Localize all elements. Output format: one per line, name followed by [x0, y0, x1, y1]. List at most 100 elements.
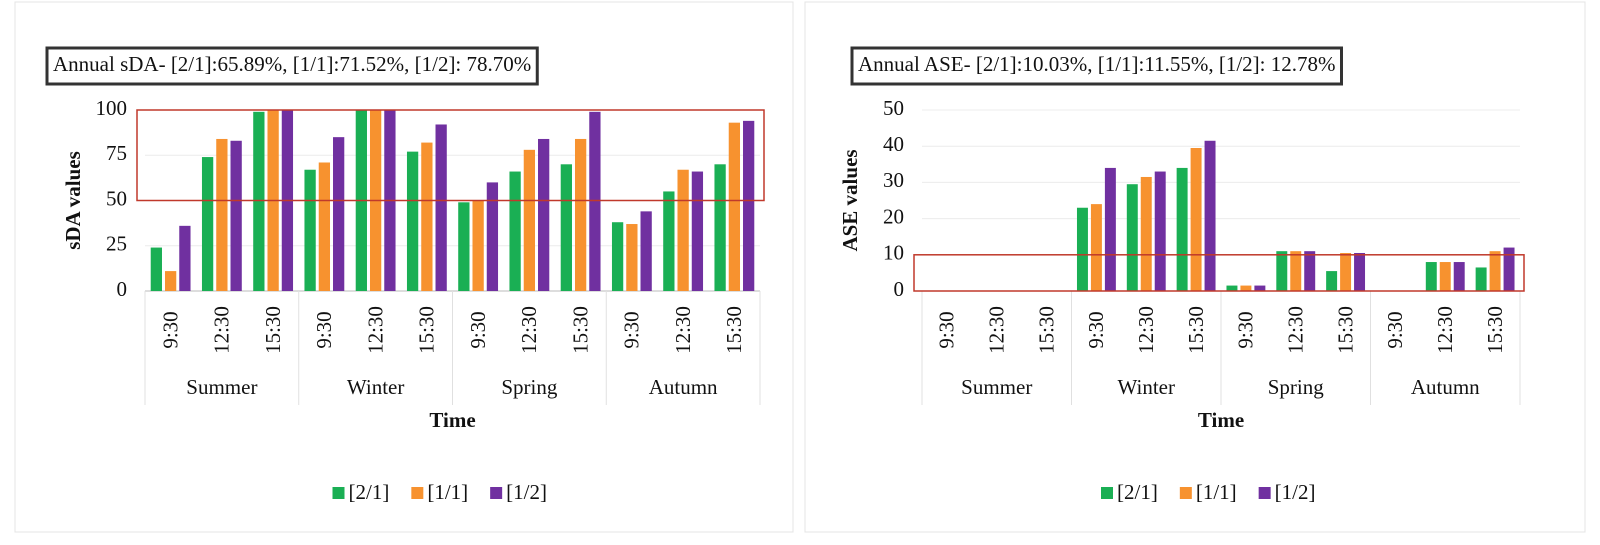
- y-tick-label: 50: [106, 186, 127, 210]
- title-box: [45, 46, 539, 86]
- x-tick-label: 9:30: [312, 311, 336, 348]
- bar: [1190, 148, 1202, 291]
- x-tick-label: 9:30: [1084, 311, 1108, 348]
- bar: [150, 247, 162, 291]
- bar: [1439, 262, 1451, 291]
- bar: [1290, 251, 1302, 291]
- y-tick-label: 0: [117, 277, 128, 301]
- bar: [1326, 271, 1338, 291]
- x-tick-label: 9:30: [1234, 311, 1258, 348]
- bar: [179, 225, 191, 291]
- bar: [1453, 262, 1465, 291]
- legend-label: [1/1]: [427, 480, 468, 504]
- bar: [1254, 285, 1266, 291]
- panel: [14, 1, 794, 533]
- bar: [472, 200, 484, 291]
- bar: [230, 140, 242, 291]
- bar: [253, 111, 265, 291]
- bar: [574, 138, 587, 291]
- legend-swatch: [332, 487, 345, 499]
- x-axis-label: Time: [429, 408, 475, 432]
- group-label: Winter: [1118, 375, 1175, 399]
- bar: [714, 164, 726, 291]
- bar: [1126, 184, 1138, 291]
- group-label: Autumn: [649, 375, 718, 399]
- bar: [663, 191, 675, 291]
- chart-title: Annual sDA- [2/1]:65.89%, [1/1]:71.52%, …: [53, 52, 531, 76]
- group-label: Winter: [347, 375, 404, 399]
- panel: [804, 1, 1586, 533]
- bar: [1176, 167, 1188, 291]
- x-tick-label: 12:30: [363, 306, 387, 354]
- bar: [1340, 252, 1352, 291]
- bar: [611, 222, 624, 291]
- x-axis-label: Time: [1198, 408, 1244, 432]
- x-tick-label: 12:30: [1284, 306, 1308, 354]
- y-tick-label: 0: [894, 277, 905, 301]
- group-label: Autumn: [1411, 375, 1480, 399]
- bar: [1154, 171, 1166, 291]
- group-label: Summer: [961, 375, 1032, 399]
- bar: [538, 138, 550, 291]
- bar: [486, 182, 499, 291]
- bar: [406, 151, 419, 291]
- bar: [626, 224, 638, 291]
- x-tick-label: 15:30: [1034, 306, 1058, 354]
- y-tick-label: 100: [96, 96, 128, 120]
- legend-label: [1/2]: [506, 480, 547, 504]
- y-axis-label: ASE values: [838, 149, 862, 251]
- bar: [589, 111, 601, 291]
- bar: [435, 124, 447, 291]
- x-tick-label: 12:30: [210, 306, 234, 354]
- bar: [560, 164, 572, 291]
- bar: [1090, 204, 1102, 291]
- y-tick-label: 50: [883, 96, 904, 120]
- bar: [1104, 167, 1116, 291]
- bar: [677, 169, 689, 291]
- y-axis-label: sDA values: [61, 151, 85, 250]
- bar: [318, 162, 331, 291]
- legend-label: [2/1]: [1117, 480, 1158, 504]
- bar: [1076, 207, 1088, 291]
- bar: [1475, 267, 1487, 291]
- bar: [216, 138, 228, 291]
- bar: [304, 169, 316, 291]
- group-label: Summer: [186, 375, 257, 399]
- legend-label: [1/1]: [1196, 480, 1237, 504]
- bar: [728, 122, 741, 291]
- bar: [1240, 285, 1252, 291]
- bar: [1204, 140, 1216, 291]
- x-tick-label: 9:30: [935, 311, 959, 348]
- x-tick-label: 15:30: [261, 306, 285, 354]
- x-tick-label: 12:30: [1433, 306, 1457, 354]
- bar: [1276, 251, 1288, 291]
- bar: [691, 171, 704, 291]
- legend-label: [1/2]: [1275, 480, 1316, 504]
- y-tick-label: 75: [106, 141, 127, 165]
- bar: [333, 137, 345, 291]
- x-tick-label: 15:30: [1184, 306, 1208, 354]
- group-label: Spring: [501, 375, 558, 399]
- bar: [1425, 262, 1437, 291]
- y-tick-label: 40: [883, 132, 904, 156]
- bar: [509, 171, 521, 291]
- x-tick-label: 15:30: [1333, 306, 1357, 354]
- x-tick-label: 12:30: [985, 306, 1009, 354]
- bar: [421, 142, 433, 291]
- bar: [1304, 251, 1316, 291]
- legend-swatch: [1258, 487, 1271, 499]
- x-tick-label: 15:30: [568, 306, 592, 354]
- bar: [743, 120, 755, 291]
- x-tick-label: 9:30: [466, 311, 490, 348]
- y-tick-label: 10: [883, 241, 904, 265]
- x-tick-label: 9:30: [620, 311, 644, 348]
- bar: [1503, 247, 1515, 291]
- x-tick-label: 15:30: [415, 306, 439, 354]
- highlight-box: [136, 109, 765, 202]
- bar: [1354, 252, 1366, 291]
- legend-swatch: [490, 487, 503, 499]
- bar: [201, 157, 214, 291]
- x-tick-label: 9:30: [158, 311, 182, 348]
- y-tick-label: 20: [883, 204, 904, 228]
